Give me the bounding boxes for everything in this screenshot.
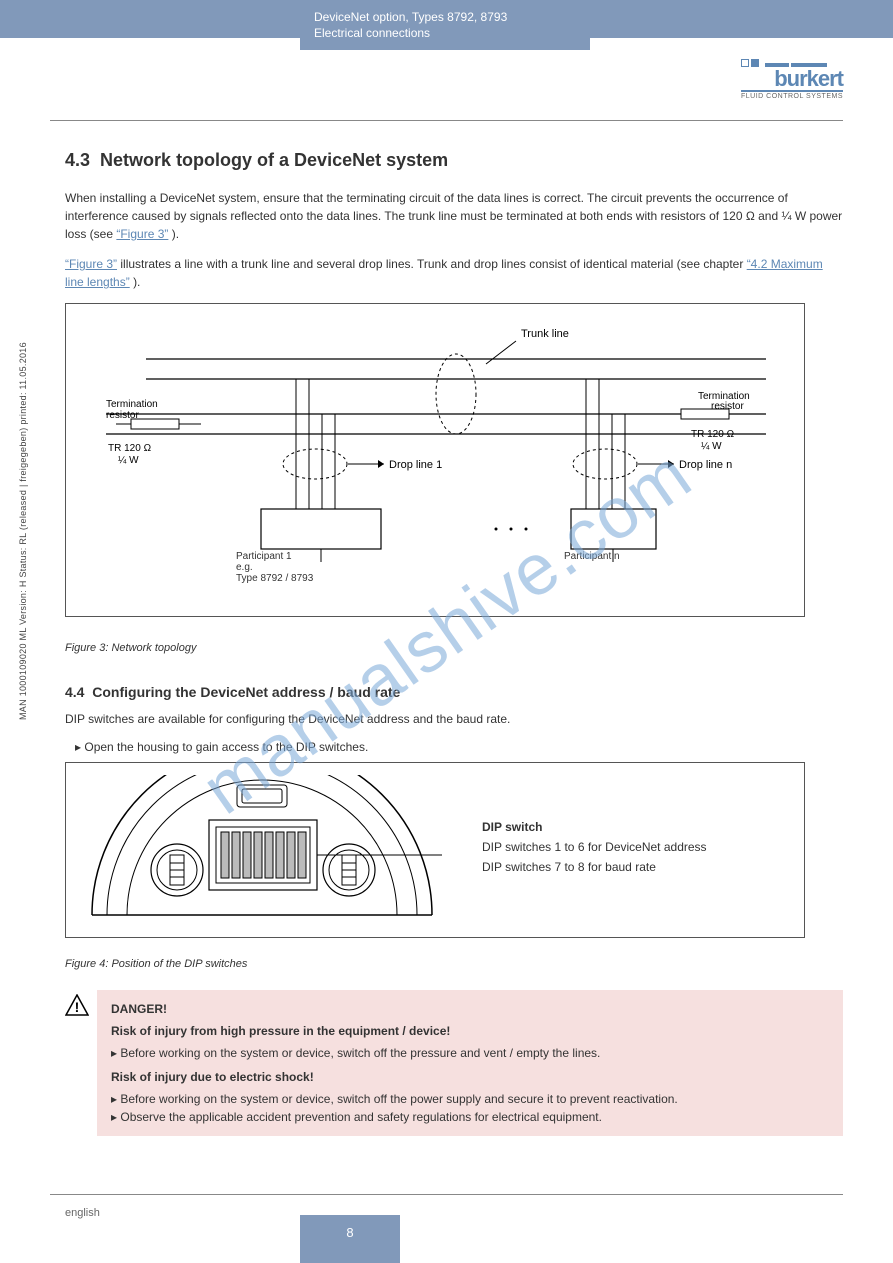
dip-desc-2: DIP switches 7 to 8 for baud rate (482, 860, 707, 874)
svg-text:Drop line 1: Drop line 1 (389, 459, 442, 471)
danger-bullet3: ▸ Observe the applicable accident preven… (111, 1108, 829, 1126)
dip-label: DIP switch (482, 820, 707, 834)
dip-desc-1: DIP switches 1 to 6 for DeviceNet addres… (482, 840, 707, 854)
section-heading: 4.3 Network topology of a DeviceNet syst… (65, 150, 843, 171)
dip-description: DIP switch DIP switches 1 to 6 for Devic… (482, 820, 707, 880)
page-content: 4.3 Network topology of a DeviceNet syst… (65, 150, 843, 1136)
figure4-caption: Figure 4: Position of the DIP switches (65, 958, 843, 970)
topology-diagram: Trunk line Termination resistor TR 120 Ω… (65, 303, 805, 617)
section44-num: 4.4 (65, 684, 84, 700)
tab-title: DeviceNet option, Types 8792, 8793 (314, 10, 576, 26)
svg-text:TR 120 Ω: TR 120 Ω (108, 443, 152, 454)
section-num: 4.3 (65, 150, 90, 170)
section44-heading: 4.4 Configuring the DeviceNet address / … (65, 684, 843, 700)
warning-icon: ! (65, 990, 89, 1136)
section-title: Network topology of a DeviceNet system (100, 150, 448, 170)
para-1: When installing a DeviceNet system, ensu… (65, 189, 843, 243)
section44-title: Configuring the DeviceNet address / baud… (92, 684, 400, 700)
topology-svg: Trunk line Termination resistor TR 120 Ω… (86, 319, 786, 564)
header-tab: DeviceNet option, Types 8792, 8793 Elect… (300, 0, 590, 50)
label-trunkline: Trunk line (521, 328, 569, 340)
side-metadata: MAN 1000109020 ML Version: H Status: RL … (18, 342, 28, 720)
danger-body: DANGER! Risk of injury from high pressur… (97, 990, 843, 1136)
svg-text:TR 120 Ω: TR 120 Ω (691, 429, 735, 440)
section44-intro: DIP switches are available for configuri… (65, 710, 843, 728)
dip-switch-figure: DIP switch DIP switches 1 to 6 for Devic… (65, 762, 805, 938)
label-participant1: Participant 1e.g.Type 8792 / 8793 (236, 551, 313, 584)
fig3-link-2[interactable]: “Figure 3” (65, 257, 117, 271)
svg-text:!: ! (75, 999, 80, 1015)
page-number: 8 (300, 1215, 400, 1263)
top-rule (50, 120, 843, 121)
section44-step: Open the housing to gain access to the D… (75, 740, 843, 754)
brand-logo: burkert FLUID CONTROL SYSTEMS (741, 55, 843, 100)
figure3-caption: Figure 3: Network topology (65, 642, 843, 654)
logo-tagline: FLUID CONTROL SYSTEMS (741, 90, 843, 100)
svg-text:Drop line n: Drop line n (679, 459, 732, 471)
svg-text:resistor: resistor (106, 410, 139, 421)
svg-text:¼ W: ¼ W (701, 440, 722, 452)
fig3-link[interactable]: “Figure 3” (116, 227, 168, 241)
danger-bullet1: ▸ Before working on the system or device… (111, 1044, 829, 1062)
logo-text: burkert (741, 68, 843, 90)
dip-svg (82, 775, 442, 925)
danger-bullet2: ▸ Before working on the system or device… (111, 1090, 829, 1108)
tab-subtitle: Electrical connections (314, 26, 576, 42)
svg-text:resistor: resistor (711, 401, 744, 412)
danger-label: DANGER! (111, 1000, 829, 1018)
header-bar-left (0, 0, 300, 38)
svg-text:Termination: Termination (106, 399, 158, 410)
svg-text:¼ W: ¼ W (118, 454, 139, 466)
header-bar-right (590, 0, 893, 38)
footer-rule (50, 1194, 843, 1195)
footer-language: english (65, 1207, 100, 1219)
danger-block: ! DANGER! Risk of injury from high press… (65, 990, 843, 1136)
danger-line1: Risk of injury from high pressure in the… (111, 1022, 829, 1040)
label-participant-n: Participant n (564, 551, 620, 562)
danger-line2: Risk of injury due to electric shock! (111, 1068, 829, 1086)
para-2: “Figure 3” illustrates a line with a tru… (65, 255, 843, 291)
